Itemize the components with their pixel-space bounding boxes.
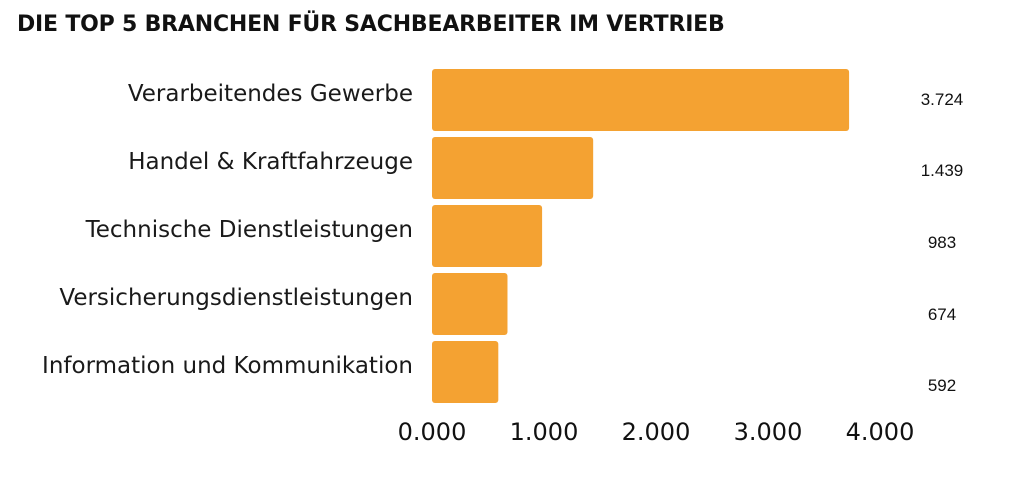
x-tick-label-4: 3.000 bbox=[734, 418, 803, 446]
category-labels: Verarbeitendes Gewerbe Handel & Kraftfahr… bbox=[42, 81, 413, 379]
category-label-2: Handel & Kraftfahrzeuge bbox=[128, 149, 413, 175]
category-label-1: Verarbeitendes Gewerbe bbox=[128, 81, 413, 107]
category-label-4: Versicherungsdienstleistungen bbox=[59, 285, 413, 311]
bar-3 bbox=[432, 205, 543, 267]
x-tick-label-3: 2.000 bbox=[622, 418, 691, 446]
bar-4 bbox=[432, 273, 508, 335]
value-label-3: 983 bbox=[928, 233, 956, 252]
value-label-2: 1.439 bbox=[921, 161, 964, 180]
bar-1 bbox=[432, 69, 850, 131]
category-label-5: Information und Kommunikation bbox=[42, 353, 413, 379]
value-label-5: 592 bbox=[928, 376, 956, 395]
x-tick-label-5: 4.000 bbox=[846, 418, 915, 446]
x-tick-label-2: 1.000 bbox=[510, 418, 579, 446]
x-tick-label-1: 0.000 bbox=[398, 418, 467, 446]
category-label-3: Technische Dienstleistungen bbox=[85, 217, 413, 243]
value-label-1: 3.724 bbox=[921, 90, 964, 109]
bar-5 bbox=[432, 341, 499, 403]
bar-2 bbox=[432, 137, 594, 199]
x-axis-tick-labels: 0.000 1.000 2.000 3.000 4.000 bbox=[398, 418, 915, 446]
value-label-4: 674 bbox=[928, 305, 956, 324]
bars-group bbox=[432, 69, 850, 403]
chart-title: DIE TOP 5 BRANCHEN FÜR SACHBEARBEITER IM… bbox=[17, 12, 725, 37]
value-labels: 3.724 1.439 983 674 592 bbox=[921, 90, 964, 395]
